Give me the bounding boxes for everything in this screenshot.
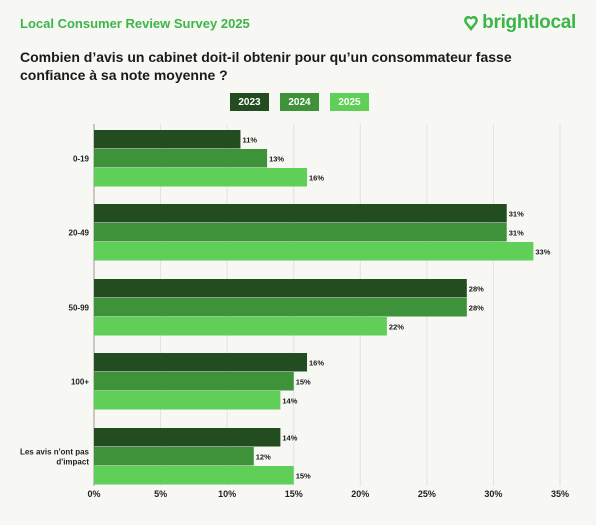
data-label: 31%: [509, 209, 524, 218]
bar-2023: [94, 428, 281, 447]
data-label: 13%: [269, 154, 284, 163]
category-label: 50-99: [69, 304, 90, 313]
chart-question: Combien d’avis un cabinet doit-il obteni…: [20, 49, 512, 83]
x-tick-label: 5%: [154, 489, 167, 499]
data-label: 15%: [296, 471, 311, 480]
x-tick-label: 25%: [418, 489, 436, 499]
bar-2024: [94, 447, 254, 466]
data-label: 22%: [389, 322, 404, 331]
bar-2023: [94, 130, 241, 149]
legend-item-2023: 2023: [230, 93, 269, 111]
x-tick-label: 10%: [218, 489, 236, 499]
data-label: 16%: [309, 358, 324, 367]
bar-2023: [94, 204, 507, 223]
bar-2023: [94, 279, 467, 298]
data-label: 33%: [535, 247, 550, 256]
category-label: 100+: [71, 378, 89, 387]
category-label: 20-49: [69, 229, 90, 238]
legend-item-2024: 2024: [280, 93, 319, 111]
bar-2025: [94, 317, 387, 336]
data-label: 15%: [296, 377, 311, 386]
bar-2025: [94, 466, 294, 485]
category-label: Les avis n'ont pas d'impact: [20, 448, 90, 467]
data-label: 14%: [282, 433, 297, 442]
bar-2024: [94, 298, 467, 317]
bar-2025: [94, 391, 281, 410]
data-label: 28%: [469, 284, 484, 293]
x-tick-label: 20%: [351, 489, 369, 499]
bar-2025: [94, 242, 534, 261]
brand-logo: brightlocal: [463, 12, 576, 34]
data-label: 14%: [282, 396, 297, 405]
category-label: 0-19: [73, 155, 90, 164]
data-label: 16%: [309, 173, 324, 182]
bar-2024: [94, 372, 294, 391]
x-tick-label: 0%: [87, 489, 100, 499]
data-label: 11%: [242, 135, 257, 144]
survey-title: Local Consumer Review Survey 2025: [20, 16, 250, 31]
data-label: 31%: [509, 228, 524, 237]
data-label: 28%: [469, 303, 484, 312]
chart-legend: 2023 2024 2025: [230, 93, 369, 111]
heart-pin-icon: [464, 15, 479, 31]
bar-2024: [94, 223, 507, 242]
bar-2023: [94, 353, 308, 372]
x-tick-label: 30%: [484, 489, 502, 499]
brand-name: brightlocal: [482, 12, 576, 33]
x-tick-label: 15%: [285, 489, 303, 499]
legend-item-2025: 2025: [330, 93, 369, 111]
bar-2024: [94, 149, 268, 168]
x-tick-label: 35%: [551, 489, 569, 499]
data-label: 12%: [256, 452, 271, 461]
bar-2025: [94, 168, 308, 187]
